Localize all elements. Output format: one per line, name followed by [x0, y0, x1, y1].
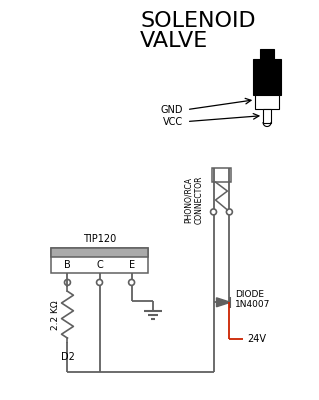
Text: PHONO/RCA
CONNECTOR: PHONO/RCA CONNECTOR: [184, 176, 204, 224]
Bar: [253, 59, 281, 95]
Text: VALVE: VALVE: [140, 31, 208, 51]
Bar: [263, 109, 271, 122]
Text: TIP120: TIP120: [83, 234, 116, 244]
Text: 2.2 KΩ: 2.2 KΩ: [50, 300, 60, 330]
Bar: [260, 49, 274, 59]
Text: SOLENOID: SOLENOID: [140, 11, 256, 31]
Text: B: B: [64, 260, 71, 270]
Text: C: C: [96, 260, 103, 270]
Text: E: E: [129, 260, 135, 270]
Text: GND: GND: [160, 105, 183, 115]
Bar: [51, 248, 148, 274]
Bar: [51, 248, 148, 257]
Bar: [255, 95, 279, 109]
Text: D2: D2: [61, 352, 74, 362]
Text: VCC: VCC: [163, 116, 183, 126]
Polygon shape: [217, 298, 230, 307]
Text: DIODE
1N4007: DIODE 1N4007: [235, 290, 271, 309]
Bar: [211, 168, 231, 182]
Text: 24V: 24V: [247, 334, 266, 344]
